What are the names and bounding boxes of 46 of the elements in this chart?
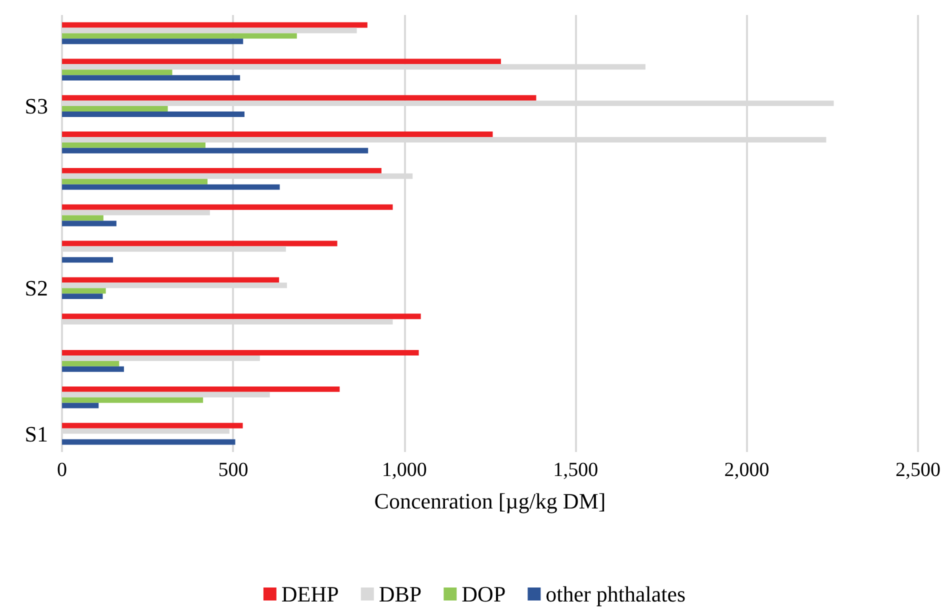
bar xyxy=(62,402,99,408)
bar xyxy=(62,33,297,39)
bar xyxy=(62,106,168,112)
legend-label: other phthalates xyxy=(546,582,686,606)
bar xyxy=(62,215,104,221)
bar xyxy=(62,112,244,117)
bar xyxy=(62,350,419,356)
x-tick-label: 500 xyxy=(218,459,248,481)
bar xyxy=(62,360,120,366)
legend-label: DBP xyxy=(378,582,422,606)
bar xyxy=(62,314,421,320)
x-tick-label: 2,000 xyxy=(724,459,770,481)
bar xyxy=(62,397,204,403)
bar xyxy=(62,257,114,263)
bar xyxy=(62,204,393,210)
bar xyxy=(62,386,340,392)
bar xyxy=(62,184,280,190)
bar xyxy=(62,75,240,81)
y-tick-label: S3 xyxy=(24,94,48,119)
bar xyxy=(62,95,536,101)
legend-label: DEHP xyxy=(281,582,339,606)
bar xyxy=(62,58,501,64)
bar xyxy=(62,38,244,44)
x-axis-title: Concenration [µg/kg DM] xyxy=(374,488,606,514)
bar xyxy=(62,132,493,137)
bar xyxy=(62,168,382,174)
x-tick-label: 0 xyxy=(57,459,67,481)
x-tick-label: 2,500 xyxy=(896,459,940,481)
x-tick-label: 1,500 xyxy=(553,459,598,481)
bar xyxy=(62,288,106,294)
bar xyxy=(62,178,208,184)
bar xyxy=(62,366,124,372)
y-tick-label: S1 xyxy=(24,421,48,446)
y-tick-label: S2 xyxy=(24,276,48,301)
bar xyxy=(62,148,368,154)
bar xyxy=(62,294,103,300)
bar xyxy=(62,220,116,226)
x-tick-label: 1,000 xyxy=(382,459,427,481)
bar xyxy=(62,439,236,445)
bar xyxy=(62,70,172,76)
legend-label: DOP xyxy=(462,582,506,606)
bar xyxy=(62,240,338,246)
bar xyxy=(62,142,206,148)
bar xyxy=(62,422,243,428)
bar xyxy=(62,277,280,283)
bar xyxy=(62,22,368,28)
